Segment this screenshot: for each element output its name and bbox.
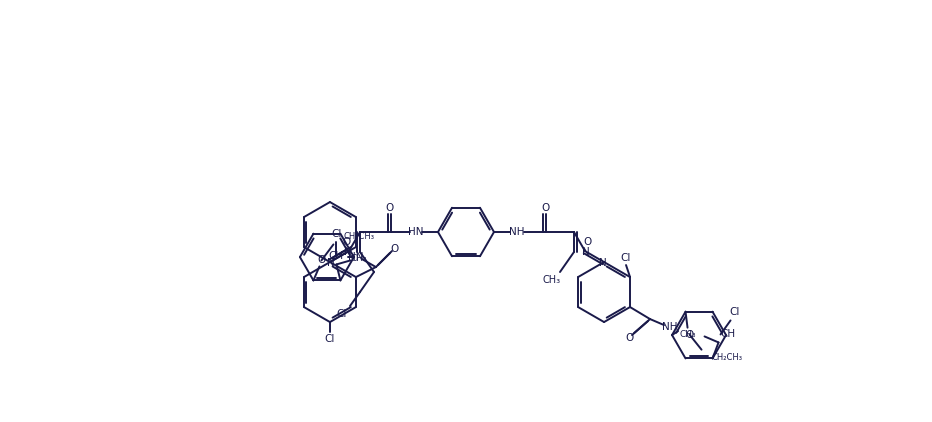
Text: O: O: [317, 255, 325, 265]
Text: N: N: [327, 258, 335, 268]
Text: O: O: [625, 333, 633, 343]
Text: N: N: [599, 258, 607, 268]
Text: HN: HN: [408, 227, 424, 237]
Text: HN: HN: [349, 252, 363, 262]
Text: NH: NH: [663, 322, 678, 332]
Text: Cl: Cl: [336, 309, 348, 319]
Text: O: O: [541, 203, 549, 213]
Text: NH: NH: [509, 227, 525, 237]
Text: CH₂CH₃: CH₂CH₃: [343, 232, 375, 241]
Text: Cl: Cl: [324, 334, 336, 344]
Text: CH: CH: [720, 330, 735, 339]
Text: Cl: Cl: [730, 308, 740, 317]
Text: N: N: [344, 247, 352, 257]
Text: O: O: [583, 237, 592, 247]
Text: CH: CH: [329, 252, 344, 262]
Text: O: O: [342, 237, 350, 247]
Text: CH₃: CH₃: [350, 254, 366, 263]
Text: CH₃: CH₃: [543, 275, 561, 285]
Text: Cl: Cl: [621, 253, 631, 263]
Text: CH₃: CH₃: [680, 330, 696, 339]
Text: O: O: [391, 244, 399, 254]
Text: Cl: Cl: [331, 230, 342, 239]
Text: O: O: [385, 203, 393, 213]
Text: N: N: [582, 247, 590, 257]
Text: CH₂CH₃: CH₂CH₃: [711, 353, 743, 362]
Text: O: O: [685, 330, 693, 340]
